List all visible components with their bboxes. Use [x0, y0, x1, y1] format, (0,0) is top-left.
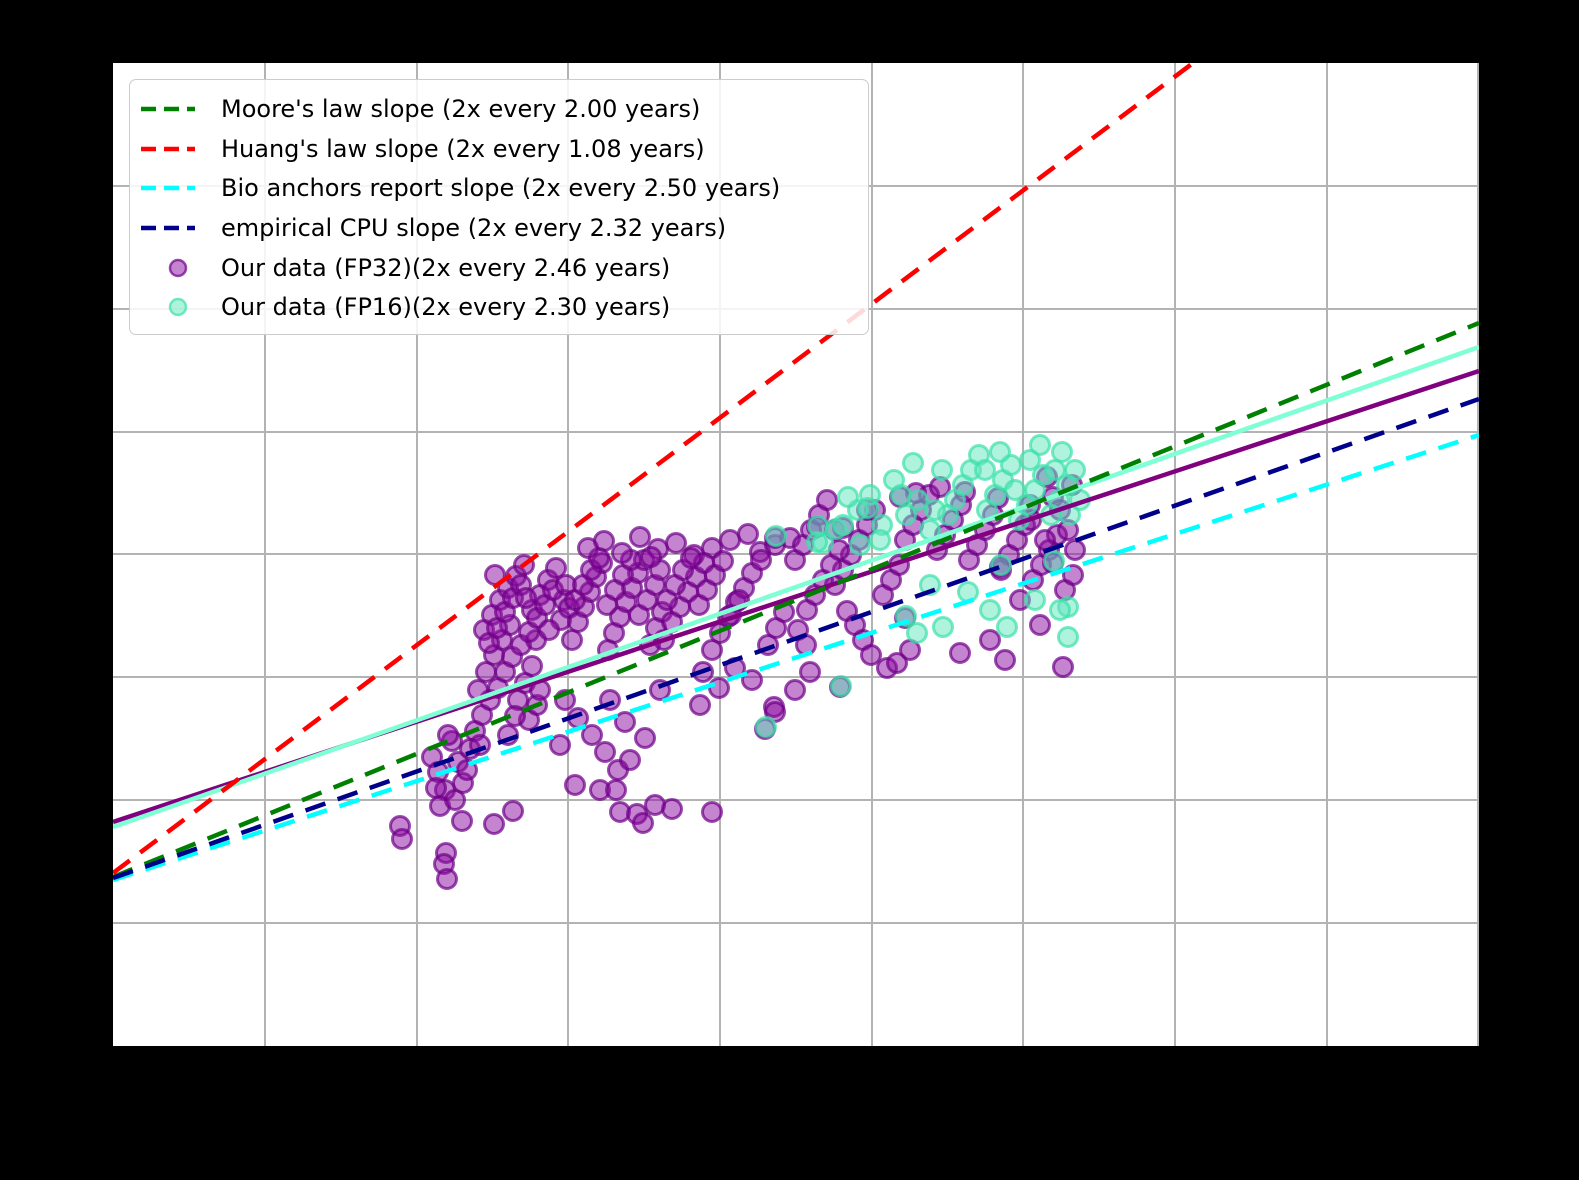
- legend-entry-empirical-cpu: empirical CPU slope (2x every 2.32 years…: [140, 208, 868, 248]
- plot-area: Moore's law slope (2x every 2.00 years) H…: [113, 63, 1479, 1046]
- legend-label: Our data (FP16)(2x every 2.30 years): [221, 293, 671, 322]
- bio-anchors-dash-icon: [140, 176, 196, 200]
- empirical-cpu-dash-icon: [140, 216, 196, 240]
- legend-label: empirical CPU slope (2x every 2.32 years…: [221, 213, 727, 242]
- bio-anchors-line: [113, 432, 1479, 883]
- legend-label: Moore's law slope (2x every 2.00 years): [221, 94, 701, 123]
- huangs-law-dash-icon: [140, 137, 196, 161]
- legend-entry-moores-law: Moore's law slope (2x every 2.00 years): [140, 89, 868, 129]
- fp32-data-marker-icon: [140, 256, 196, 280]
- moores-law-line: [113, 320, 1479, 880]
- moores-law-dash-icon: [140, 97, 196, 121]
- legend-entry-huangs-law: Huang's law slope (2x every 1.08 years): [140, 129, 868, 169]
- empirical-cpu-line: [113, 396, 1479, 881]
- legend-label: Huang's law slope (2x every 1.08 years): [221, 134, 705, 163]
- chart-svg: [113, 63, 1479, 1046]
- legend-label: Our data (FP32)(2x every 2.46 years): [221, 253, 671, 282]
- huangs-law-line: [113, 63, 1195, 875]
- legend: Moore's law slope (2x every 2.00 years) H…: [129, 79, 869, 335]
- legend-entry-bio-anchors: Bio anchors report slope (2x every 2.50 …: [140, 168, 868, 208]
- legend-entry-fp32-data: Our data (FP32)(2x every 2.46 years): [140, 248, 868, 288]
- legend-entry-fp16-data: Our data (FP16)(2x every 2.30 years): [140, 287, 868, 327]
- fp16-fit-line: [113, 344, 1479, 830]
- legend-label: Bio anchors report slope (2x every 2.50 …: [221, 174, 781, 203]
- fp16-data-marker-icon: [140, 295, 196, 319]
